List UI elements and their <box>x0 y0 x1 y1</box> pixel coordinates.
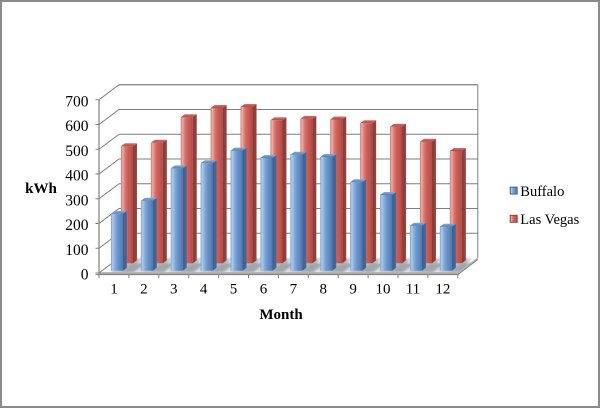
svg-text:0: 0 <box>81 267 89 284</box>
svg-text:1: 1 <box>110 281 118 297</box>
svg-text:11: 11 <box>406 281 420 297</box>
svg-text:2: 2 <box>140 281 148 297</box>
svg-text:6: 6 <box>260 281 268 297</box>
svg-text:Month: Month <box>259 307 303 323</box>
svg-text:200: 200 <box>65 217 89 234</box>
svg-text:kWh: kWh <box>25 181 57 197</box>
svg-text:4: 4 <box>200 281 208 297</box>
svg-text:600: 600 <box>65 118 89 135</box>
svg-text:Las Vegas: Las Vegas <box>520 212 579 228</box>
svg-text:300: 300 <box>65 192 89 209</box>
svg-text:8: 8 <box>320 281 328 297</box>
svg-text:10: 10 <box>376 281 391 297</box>
svg-text:7: 7 <box>290 281 298 297</box>
svg-text:100: 100 <box>65 242 89 259</box>
svg-text:12: 12 <box>435 281 450 297</box>
svg-text:400: 400 <box>65 168 89 185</box>
svg-text:500: 500 <box>65 143 89 160</box>
svg-text:5: 5 <box>230 281 238 297</box>
svg-text:700: 700 <box>65 93 89 110</box>
svg-text:9: 9 <box>349 281 357 297</box>
svg-text:Buffalo: Buffalo <box>520 184 564 200</box>
svg-text:3: 3 <box>170 281 178 297</box>
